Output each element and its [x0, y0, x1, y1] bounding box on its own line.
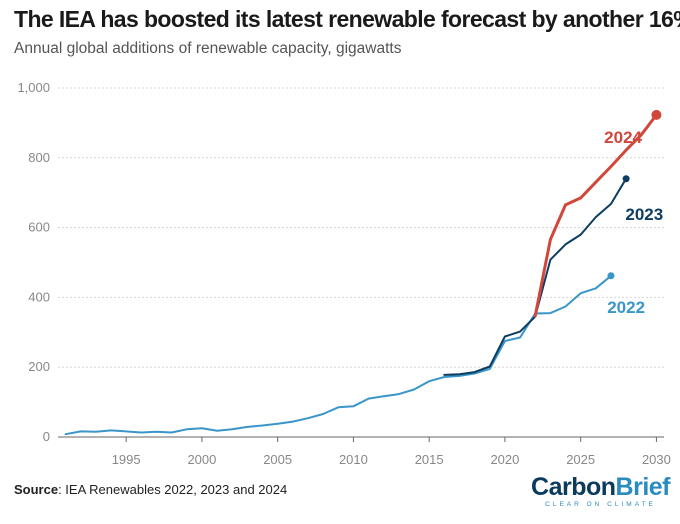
y-tick-label: 400 — [28, 289, 50, 304]
x-tick-label: 2030 — [642, 452, 671, 467]
chart-subtitle: Annual global additions of renewable cap… — [14, 40, 402, 57]
y-tick-label: 0 — [43, 429, 50, 444]
series-line-2022 — [64, 274, 612, 436]
y-axis-tick-labels: 0 200 400 600 800 1,000 — [17, 80, 50, 444]
x-tick-label: 2010 — [339, 452, 368, 467]
series-endpoint-2024 — [651, 109, 662, 120]
grid-lines — [58, 87, 664, 368]
series-line-2024 — [533, 113, 658, 318]
series-line-2023 — [443, 177, 628, 376]
source-note: Source: IEA Renewables 2022, 2023 and 20… — [14, 482, 287, 497]
logo-brief: Brief — [615, 473, 671, 501]
x-tick-label: 2025 — [566, 452, 595, 467]
logo-wordmark: CarbonBrief — [531, 474, 670, 500]
series-lines — [64, 109, 662, 436]
x-tick-label: 2015 — [415, 452, 444, 467]
series-endpoint-2022 — [607, 272, 615, 280]
y-tick-label: 1,000 — [17, 80, 50, 95]
y-tick-label: 600 — [28, 220, 50, 235]
source-label: Source — [14, 482, 59, 497]
x-tick-label: 2000 — [187, 452, 216, 467]
x-tick-label: 1995 — [112, 452, 141, 467]
carbon-brief-logo: CarbonBrief CLEAR ON CLIMATE — [531, 474, 670, 508]
series-endpoint-2023 — [622, 175, 630, 183]
series-label-2024: 2024 — [604, 128, 642, 147]
series-label-2023: 2023 — [625, 205, 663, 224]
series-label-2022: 2022 — [607, 298, 645, 317]
series-labels: 2022 2023 2024 — [604, 128, 663, 317]
logo-tagline: CLEAR ON CLIMATE — [545, 501, 656, 508]
x-axis: 1995 2000 2005 2010 2015 2020 2025 2030 — [58, 436, 671, 467]
x-tick-label: 2005 — [263, 452, 292, 467]
line-chart: 0 200 400 600 800 1,000 1995 2000 2005 2010 2015 2… — [17, 80, 671, 467]
y-tick-label: 800 — [28, 150, 50, 165]
x-tick-label: 2020 — [490, 452, 519, 467]
logo-carbon: Carbon — [531, 473, 616, 501]
chart-title: The IEA has boosted its latest renewable… — [14, 6, 680, 32]
source-text: : IEA Renewables 2022, 2023 and 2024 — [58, 482, 288, 497]
y-tick-label: 200 — [28, 359, 50, 374]
